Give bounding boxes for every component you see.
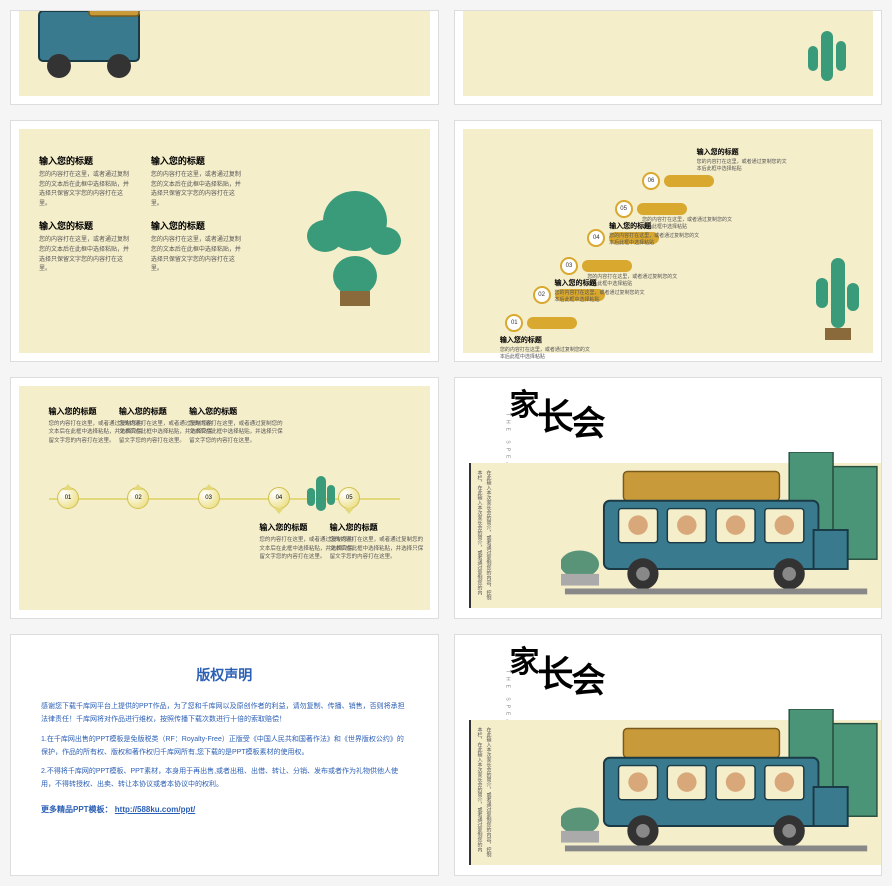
timeline-block: 输入您的标题您的内容打在这里，或者通过复制您的文本后在此框中选择粘贴，并选择只保…: [330, 522, 425, 561]
timeline-block: 输入您的标题您的内容打在这里，或者通过复制您的文本后在此框中选择粘贴，并选择只保…: [189, 406, 284, 445]
step-desc: 您的内容打在这里，或者通过复制您的文本后此框中选择粘贴: [587, 274, 677, 288]
step-number: 02: [533, 286, 551, 304]
step-node: 01: [505, 314, 577, 332]
timeline-arrow-icon: [274, 508, 284, 514]
tl-title: 输入您的标题: [189, 406, 284, 417]
tl-body: 您的内容打在这里，或者通过复制您的文本后在此框中选择粘贴，并选择只保留文字您的内…: [189, 420, 284, 445]
step-title: 输入您的标题: [500, 335, 542, 345]
step-number: 05: [615, 200, 633, 218]
step-pill: [527, 317, 577, 329]
cactus-icon: [300, 171, 410, 311]
slide-timeline: 0102030405输入您的标题您的内容打在这里，或者通过复制您的文本后在此框中…: [10, 377, 439, 619]
step-title: 输入您的标题: [555, 278, 597, 288]
block-title: 输入您的标题: [39, 154, 131, 167]
step-pill: [582, 260, 632, 272]
step-title: 输入您的标题: [697, 147, 739, 157]
more-templates: 更多精品PPT模板： http://588ku.com/ppt/: [41, 802, 408, 817]
timeline-node: 05: [338, 487, 360, 509]
slide-title: THE SPEAKER : DALI 家长会 在此输入本次家长会的简介，或者通过…: [454, 377, 883, 619]
step-pill: [637, 203, 687, 215]
step-desc: 您的内容打在这里，或者通过复制您的文本后此框中选择粘贴: [609, 233, 699, 247]
timeline-arrow-icon: [204, 484, 214, 490]
tl-title: 输入您的标题: [330, 522, 425, 533]
step-node: 06: [642, 172, 714, 190]
slide-grid: 输入您的标题 您的内容打在这里，或者通过复制您的文本后在此框中选择粘贴，并选择只…: [10, 10, 882, 876]
main-title: 家长会: [510, 645, 604, 697]
slide-diagonal-steps: 01输入您的标题您的内容打在这里，或者通过复制您的文本后此框中选择粘贴02输入您…: [454, 120, 883, 362]
main-title: 家长会: [510, 388, 604, 440]
block-title: 输入您的标题: [151, 219, 243, 232]
block-body: 您的内容打在这里，或者通过复制您的文本后在此框中选择粘贴，并选择只保留文字您的内…: [151, 171, 243, 209]
title-vertical-text: 在此输入本次家长会的简介，或者通过复制您的内容，控制 本栏，在此输入本次家长会的…: [475, 727, 493, 857]
bus-illustration: [561, 709, 881, 865]
block-title: 输入您的标题: [39, 219, 131, 232]
step-pill: [664, 175, 714, 187]
tl-body: 您的内容打在这里，或者通过复制您的文本后在此框中选择粘贴，并选择只保留文字您的内…: [330, 536, 425, 561]
copyright-p3: 2.不得将千库网的PPT模板、PPT素材，本身用于再出售,或者出租、出借、转让、…: [41, 765, 408, 792]
copyright-title: 版权声明: [41, 665, 408, 685]
slide-title-repeat: THE SPEAKER : DALI 家长会 在此输入本次家长会的简介，或者通过…: [454, 634, 883, 876]
timeline-node: 01: [57, 487, 79, 509]
slide-partial-right: [454, 10, 883, 105]
block-body: 您的内容打在这里，或者通过复制您的文本后在此框中选择粘贴，并选择只保留文字您的内…: [39, 171, 131, 209]
cactus-icon: [306, 473, 336, 518]
step-number: 03: [560, 257, 578, 275]
slide-2x2-text: 输入您的标题 您的内容打在这里，或者通过复制您的文本后在此框中选择粘贴，并选择只…: [10, 120, 439, 362]
timeline-arrow-icon: [133, 484, 143, 490]
step-desc: 您的内容打在这里，或者通过复制您的文本后此框中选择粘贴: [642, 217, 732, 231]
block-title: 输入您的标题: [151, 154, 243, 167]
step-node: 03: [560, 257, 632, 275]
timeline-node: 03: [198, 487, 220, 509]
block-body: 您的内容打在这里，或者通过复制您的文本后在此框中选择粘贴，并选择只保留文字您的内…: [151, 236, 243, 274]
step-desc: 您的内容打在这里，或者通过复制您的文本后此框中选择粘贴: [555, 290, 645, 304]
slide-partial-left: [10, 10, 439, 105]
copyright-p2: 1.在千库网出售的PPT模板是免版税类（RF：Royalty-Free）正版受《…: [41, 733, 408, 760]
timeline-node: 02: [127, 487, 149, 509]
step-number: 04: [587, 229, 605, 247]
title-vertical-text: 在此输入本次家长会的简介，或者通过复制您的内容，控制 本栏，在此输入本次家长会的…: [475, 470, 493, 600]
step-number: 06: [642, 172, 660, 190]
cactus-icon: [813, 253, 863, 343]
text-block: 输入您的标题 您的内容打在这里，或者通过复制您的文本后在此框中选择粘贴，并选择只…: [151, 219, 243, 274]
step-title: 输入您的标题: [609, 221, 651, 231]
bus-illustration: [561, 452, 881, 608]
text-block: 输入您的标题 您的内容打在这里，或者通过复制您的文本后在此框中选择粘贴，并选择只…: [39, 154, 131, 209]
timeline-arrow-icon: [344, 508, 354, 514]
block-body: 您的内容打在这里，或者通过复制您的文本后在此框中选择粘贴，并选择只保留文字您的内…: [39, 236, 131, 274]
timeline-node: 04: [268, 487, 290, 509]
copyright-p1: 感谢您下载千库网平台上提供的PPT作品，为了您和千库网以及原创作者的利益，请勿复…: [41, 700, 408, 727]
step-number: 01: [505, 314, 523, 332]
text-block: 输入您的标题 您的内容打在这里，或者通过复制您的文本后在此框中选择粘贴，并选择只…: [151, 154, 243, 209]
step-node: 05: [615, 200, 687, 218]
slide-copyright: 版权声明 感谢您下载千库网平台上提供的PPT作品，为了您和千库网以及原创作者的利…: [10, 634, 439, 876]
timeline-arrow-icon: [63, 484, 73, 490]
step-desc: 您的内容打在这里，或者通过复制您的文本后此框中选择粘贴: [500, 347, 590, 361]
more-link[interactable]: http://588ku.com/ppt/: [115, 805, 195, 814]
text-block: 输入您的标题 您的内容打在这里，或者通过复制您的文本后在此框中选择粘贴，并选择只…: [39, 219, 131, 274]
step-desc: 您的内容打在这里，或者通过复制您的文本后此框中选择粘贴: [697, 159, 787, 173]
